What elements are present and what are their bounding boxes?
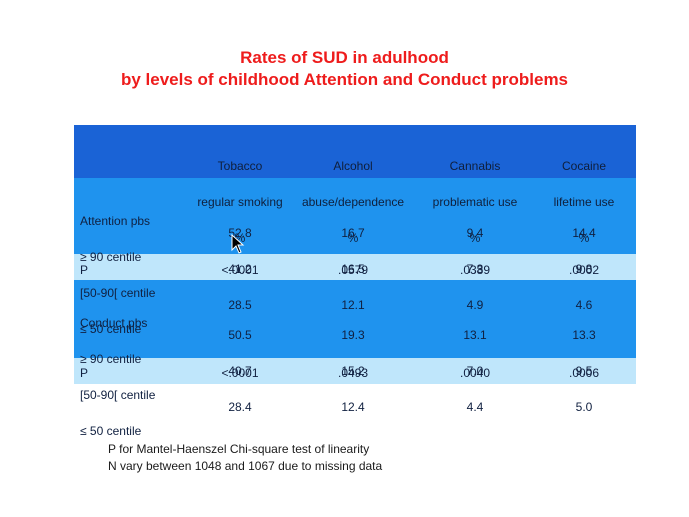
attention-p-alcohol: .0579: [337, 263, 369, 277]
conduct-p-band: [74, 358, 636, 384]
column-header-alcohol: Alcohol abuse/dependence %: [301, 159, 405, 245]
slide-title-line-2: by levels of childhood Attention and Con…: [120, 70, 569, 89]
attention-band: [74, 178, 636, 254]
conduct-row-labels: Conduct pbs ≥ 90 centile [50-90[ centile…: [80, 316, 156, 438]
conduct-alcohol-values: 19.3 15.2 12.4: [341, 328, 365, 414]
attention-cannabis-values: 9.4 7.3 4.9: [466, 226, 484, 312]
attention-cocaine-values: 14.4 9.8 4.6: [572, 226, 596, 312]
attention-alcohol-values: 16.7 16.5 12.1: [341, 226, 365, 312]
attention-p-tobacco: <.0001: [221, 263, 259, 277]
footnote-p-test: P for Mantel-Haenszel Chi-square test of…: [108, 442, 370, 456]
column-header-tobacco: Tobacco regular smoking %: [197, 159, 283, 245]
mouse-pointer-icon: [231, 234, 245, 254]
table-header-band: [74, 125, 636, 178]
conduct-tobacco-values: 50.5 40.7 28.4: [228, 328, 252, 414]
conduct-p-cannabis: .0040: [459, 366, 491, 380]
conduct-cocaine-values: 13.3 9.5 5.0: [572, 328, 596, 414]
attention-tobacco-values: 52.8 41.2 28.5: [228, 226, 252, 312]
attention-p-cannabis: .0389: [459, 263, 491, 277]
attention-p-cocaine: .0002: [568, 263, 600, 277]
conduct-p-tobacco: <.0001: [221, 366, 259, 380]
attention-row-labels: Attention pbs ≥ 90 centile [50-90[ centi…: [80, 214, 156, 336]
attention-p-label: P: [80, 263, 89, 277]
conduct-band: [74, 280, 636, 360]
conduct-p-cocaine: .0006: [568, 366, 600, 380]
column-header-cannabis: Cannabis problematic use %: [432, 159, 518, 245]
column-header-cocaine: Cocaine lifetime use %: [553, 159, 615, 245]
conduct-p-alcohol: .0493: [337, 366, 369, 380]
attention-p-band: [74, 254, 636, 280]
conduct-p-label: P: [80, 366, 89, 380]
slide-title-line-1: Rates of SUD in adulhood: [240, 48, 449, 67]
results-table: Tobacco regular smoking % Alcohol abuse/…: [74, 125, 636, 437]
footnote-missing-data: N vary between 1048 and 1067 due to miss…: [108, 459, 383, 473]
conduct-cannabis-values: 13.1 7.0 4.4: [463, 328, 487, 414]
